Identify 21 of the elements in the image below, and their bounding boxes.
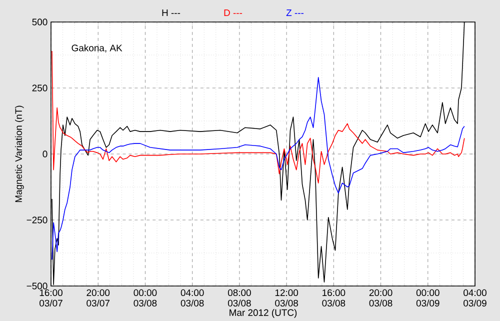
text: Z --- bbox=[286, 9, 304, 16]
x-tick-label: 20:00 03/07 bbox=[86, 289, 110, 307]
text: H --- bbox=[162, 9, 180, 16]
x-tick-label: 16:00 03/07 bbox=[40, 289, 62, 307]
y-axis-title: Magnetic Variation (nT) bbox=[15, 106, 24, 202]
x-tick-label: 00:00 03/09 bbox=[416, 289, 440, 307]
x-tick-label: 12:00 03/08 bbox=[275, 289, 298, 307]
y-tick-label: −250 bbox=[26, 216, 48, 224]
y-tick-label: 500 bbox=[32, 18, 48, 26]
y-tick-label: 0 bbox=[42, 150, 48, 158]
text: D --- bbox=[224, 9, 242, 16]
x-tick-label: 00:00 03/08 bbox=[134, 289, 157, 307]
y-tick-label: −500 bbox=[26, 282, 48, 290]
annotation: Gakona, AK bbox=[72, 44, 122, 52]
y-tick-label: 250 bbox=[32, 84, 48, 92]
x-tick-label: 04:00 03/08 bbox=[180, 289, 204, 307]
x-tick-label: 08:00 03/08 bbox=[228, 289, 251, 307]
x-tick-label: 16:00 03/08 bbox=[322, 289, 346, 307]
x-axis-title: Mar 2012 (UTC) bbox=[230, 309, 297, 318]
x-tick-label: 20:00 03/08 bbox=[369, 289, 392, 307]
x-tick-label: 04:00 03/09 bbox=[464, 289, 486, 307]
